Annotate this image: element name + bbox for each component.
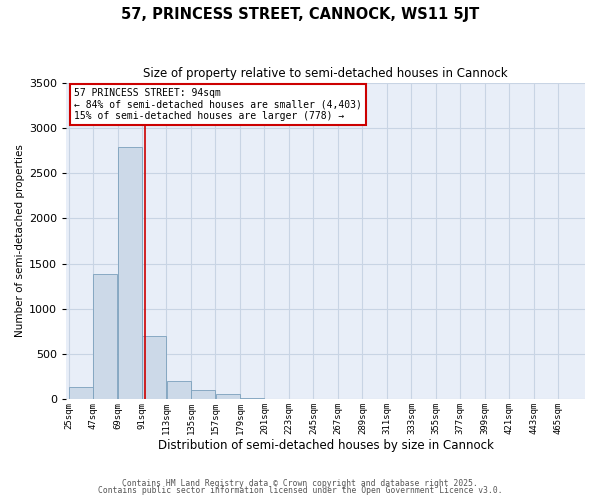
Title: Size of property relative to semi-detached houses in Cannock: Size of property relative to semi-detach…: [143, 68, 508, 80]
Bar: [167, 381, 191, 399]
Text: Contains HM Land Registry data © Crown copyright and database right 2025.: Contains HM Land Registry data © Crown c…: [122, 478, 478, 488]
Y-axis label: Number of semi-detached properties: Number of semi-detached properties: [15, 144, 25, 338]
Bar: [118, 147, 142, 399]
Bar: [142, 336, 166, 399]
X-axis label: Distribution of semi-detached houses by size in Cannock: Distribution of semi-detached houses by …: [158, 440, 494, 452]
Bar: [94, 274, 117, 399]
Text: 57 PRINCESS STREET: 94sqm
← 84% of semi-detached houses are smaller (4,403)
15% : 57 PRINCESS STREET: 94sqm ← 84% of semi-…: [74, 88, 362, 121]
Bar: [241, 398, 264, 399]
Bar: [69, 387, 92, 399]
Bar: [191, 390, 215, 399]
Text: 57, PRINCESS STREET, CANNOCK, WS11 5JT: 57, PRINCESS STREET, CANNOCK, WS11 5JT: [121, 8, 479, 22]
Text: Contains public sector information licensed under the Open Government Licence v3: Contains public sector information licen…: [98, 486, 502, 495]
Bar: [216, 394, 239, 399]
